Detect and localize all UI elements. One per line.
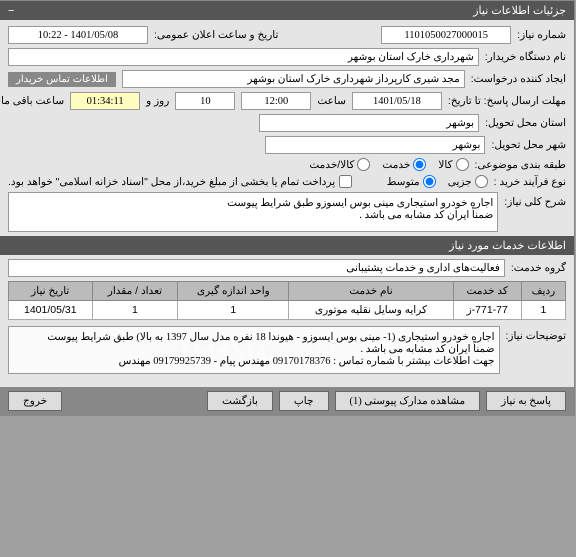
service-group-field[interactable] (9, 259, 506, 277)
col-unit: واحد اندازه گیری (179, 282, 290, 301)
announce-field[interactable] (9, 26, 149, 44)
close-icon[interactable]: − (9, 5, 15, 17)
deadline-time-field[interactable] (242, 92, 312, 110)
cell-date: 1401/05/31 (10, 301, 94, 320)
need-no-label: شماره نیاز: (518, 29, 567, 41)
classification-label: طبقه بندی موضوعی: (476, 159, 567, 171)
city-field[interactable] (266, 136, 486, 154)
services-table: ردیف کد خدمت نام خدمت واحد اندازه گیری ت… (9, 281, 567, 320)
medium-radio-label[interactable]: متوسط (388, 175, 437, 188)
service-radio-label[interactable]: خدمت (383, 158, 427, 171)
device-label: نام دستگاه خریدار: (486, 51, 567, 63)
days-field[interactable] (176, 92, 236, 110)
buyer-contact-link[interactable]: اطلاعات تماس خریدار (9, 72, 117, 87)
details-window: جزئیات اطلاعات نیاز − شماره نیاز: تاریخ … (0, 0, 576, 416)
goods-radio-label[interactable]: کالا (439, 158, 469, 171)
form-content: شماره نیاز: تاریخ و ساعت اعلان عمومی: نا… (1, 20, 575, 387)
col-row: ردیف (522, 282, 566, 301)
section2-title: اطلاعات خدمات مورد نیاز (1, 236, 575, 255)
announce-label: تاریخ و ساعت اعلان عمومی: (155, 29, 279, 41)
province-label: استان محل تحویل: (486, 117, 567, 129)
attachments-button[interactable]: مشاهده مدارک پیوستی (1) (336, 391, 482, 411)
cell-row: 1 (522, 301, 566, 320)
requester-label: ایجاد کننده درخواست: (472, 73, 567, 85)
goods-service-radio-label[interactable]: کالا/خدمت (310, 158, 371, 171)
classification-radios: کالا خدمت کالا/خدمت (310, 158, 469, 171)
payment-checkbox[interactable] (340, 175, 353, 188)
col-code: کد خدمت (454, 282, 522, 301)
goods-radio[interactable] (457, 158, 470, 171)
notes-text[interactable] (9, 326, 501, 374)
col-name: نام خدمت (290, 282, 454, 301)
purchase-type-label: نوع فرآیند خرید : (495, 176, 567, 188)
purchase-type-radios: جزیی متوسط (388, 175, 489, 188)
need-no-field[interactable] (382, 26, 512, 44)
footer-bar: پاسخ به نیاز مشاهده مدارک پیوستی (1) چاپ… (1, 387, 575, 415)
time-label: ساعت (318, 95, 347, 107)
cell-unit: 1 (179, 301, 290, 320)
print-button[interactable]: چاپ (280, 391, 330, 411)
window-title: جزئیات اطلاعات نیاز (474, 4, 567, 17)
cell-name: کرایه وسایل نقلیه موتوری (290, 301, 454, 320)
remaining-time-field[interactable] (71, 92, 141, 110)
city-label: شهر محل تحویل: (492, 139, 567, 151)
table-row[interactable]: 1 771-77-ز کرایه وسایل نقلیه موتوری 1 1 … (10, 301, 567, 320)
need-summary-label: شرح کلی نیاز: (505, 192, 567, 208)
payment-note: پرداخت تمام یا بخشی از مبلغ خرید،از محل … (9, 176, 336, 188)
col-date: تاریخ نیاز (10, 282, 94, 301)
medium-radio[interactable] (424, 175, 437, 188)
requester-field[interactable] (123, 70, 466, 88)
cell-qty: 1 (93, 301, 179, 320)
need-summary-text[interactable] (9, 192, 499, 232)
cell-code: 771-77-ز (454, 301, 522, 320)
back-button[interactable]: بازگشت (208, 391, 274, 411)
deadline-label: مهلت ارسال پاسخ: تا تاریخ: (449, 95, 567, 107)
province-field[interactable] (260, 114, 480, 132)
table-header-row: ردیف کد خدمت نام خدمت واحد اندازه گیری ت… (10, 282, 567, 301)
remaining-label: ساعت باقی مانده (0, 95, 65, 107)
device-field[interactable] (9, 48, 480, 66)
service-radio[interactable] (414, 158, 427, 171)
deadline-date-field[interactable] (353, 92, 443, 110)
minor-radio[interactable] (476, 175, 489, 188)
titlebar: جزئیات اطلاعات نیاز − (1, 1, 575, 20)
minor-radio-label[interactable]: جزیی (449, 175, 489, 188)
days-and-label: روز و (147, 95, 170, 107)
col-qty: تعداد / مقدار (93, 282, 179, 301)
goods-service-radio[interactable] (358, 158, 371, 171)
exit-button[interactable]: خروج (9, 391, 63, 411)
notes-label: توضیحات نیاز: (507, 326, 568, 342)
respond-button[interactable]: پاسخ به نیاز (487, 391, 567, 411)
payment-check-label[interactable]: پرداخت تمام یا بخشی از مبلغ خرید،از محل … (9, 175, 353, 188)
service-group-label: گروه خدمت: (512, 262, 567, 274)
